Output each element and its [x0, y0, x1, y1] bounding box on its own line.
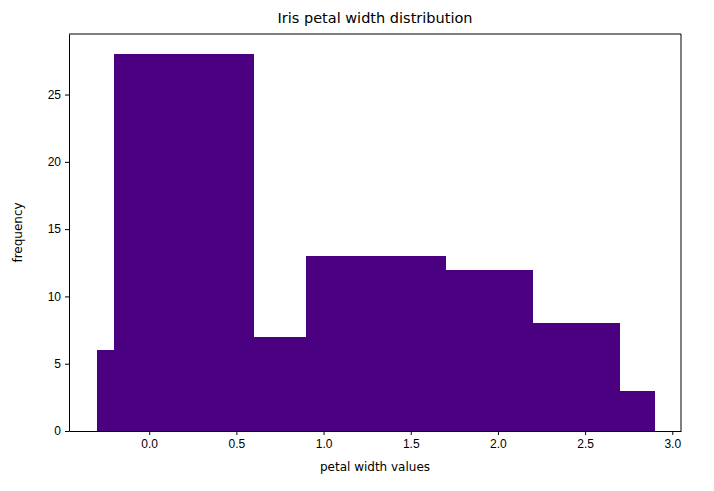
- x-tick-label: 1.5: [403, 437, 420, 451]
- bar: [446, 270, 533, 431]
- x-tick: 2.0: [490, 431, 507, 451]
- y-tick: 20: [48, 155, 69, 169]
- x-tick-label: 2.5: [577, 437, 594, 451]
- y-tick: 5: [54, 357, 69, 371]
- x-tick-label: 0.5: [229, 437, 246, 451]
- y-tick-label: 20: [48, 155, 62, 169]
- y-axis: 0 5 10 15 20 25: [48, 35, 70, 439]
- y-tick: 10: [48, 290, 69, 304]
- x-tick-label: 2.0: [490, 437, 507, 451]
- plot: 0.0 0.5 1.0 1.5 2.0 2.5 3.0 0 5 10 15 20 25: [48, 34, 682, 451]
- y-tick: 15: [48, 222, 69, 236]
- bar: [306, 256, 445, 431]
- x-tick-mark: [236, 431, 237, 435]
- x-tick-label: 0.0: [141, 437, 158, 451]
- y-tick-label: 25: [48, 88, 62, 102]
- bar: [533, 323, 620, 431]
- x-tick: 3.0: [664, 431, 681, 451]
- x-label: petal width values: [320, 460, 430, 474]
- x-tick-mark: [585, 431, 586, 435]
- bar: [114, 54, 253, 431]
- x-tick-label: 3.0: [664, 437, 681, 451]
- y-tick-mark: [65, 364, 69, 365]
- y-tick-mark: [65, 431, 69, 432]
- bars: [97, 54, 655, 431]
- x-tick: 0.5: [229, 431, 246, 451]
- x-tick-mark: [672, 431, 673, 435]
- frame: [69, 34, 681, 35]
- x-tick: 1.5: [403, 431, 420, 451]
- y-tick-mark: [65, 162, 69, 163]
- title: Iris petal width distribution: [278, 10, 473, 26]
- bar: [254, 337, 306, 431]
- x-tick: 2.5: [577, 431, 594, 451]
- chart: 0.0 0.5 1.0 1.5 2.0 2.5 3.0 0 5 10 15 20 25 Iris peta…: [0, 0, 714, 491]
- x-tick-mark: [498, 431, 499, 435]
- y-tick-mark: [65, 296, 69, 297]
- y-tick-label: 5: [54, 357, 61, 371]
- x-axis-line: [70, 431, 682, 432]
- x-tick-mark: [324, 431, 325, 435]
- y-axis-line: [69, 35, 70, 432]
- y-tick-label: 10: [48, 290, 62, 304]
- x-tick-mark: [149, 431, 150, 435]
- frame: [681, 34, 682, 431]
- x-tick: 0.0: [141, 431, 158, 451]
- y-tick-label: 0: [54, 424, 61, 438]
- y-tick-mark: [65, 95, 69, 96]
- y-tick-label: 15: [48, 222, 62, 236]
- x-axis: 0.0 0.5 1.0 1.5 2.0 2.5 3.0: [70, 431, 682, 451]
- x-tick-mark: [411, 431, 412, 435]
- y-tick: 25: [48, 88, 69, 102]
- y-label: frequency: [11, 202, 25, 262]
- bar: [620, 391, 655, 431]
- y-tick: 0: [54, 424, 69, 438]
- x-tick-label: 1.0: [316, 437, 333, 451]
- bar: [97, 350, 114, 431]
- x-tick: 1.0: [316, 431, 333, 451]
- y-tick-mark: [65, 229, 69, 230]
